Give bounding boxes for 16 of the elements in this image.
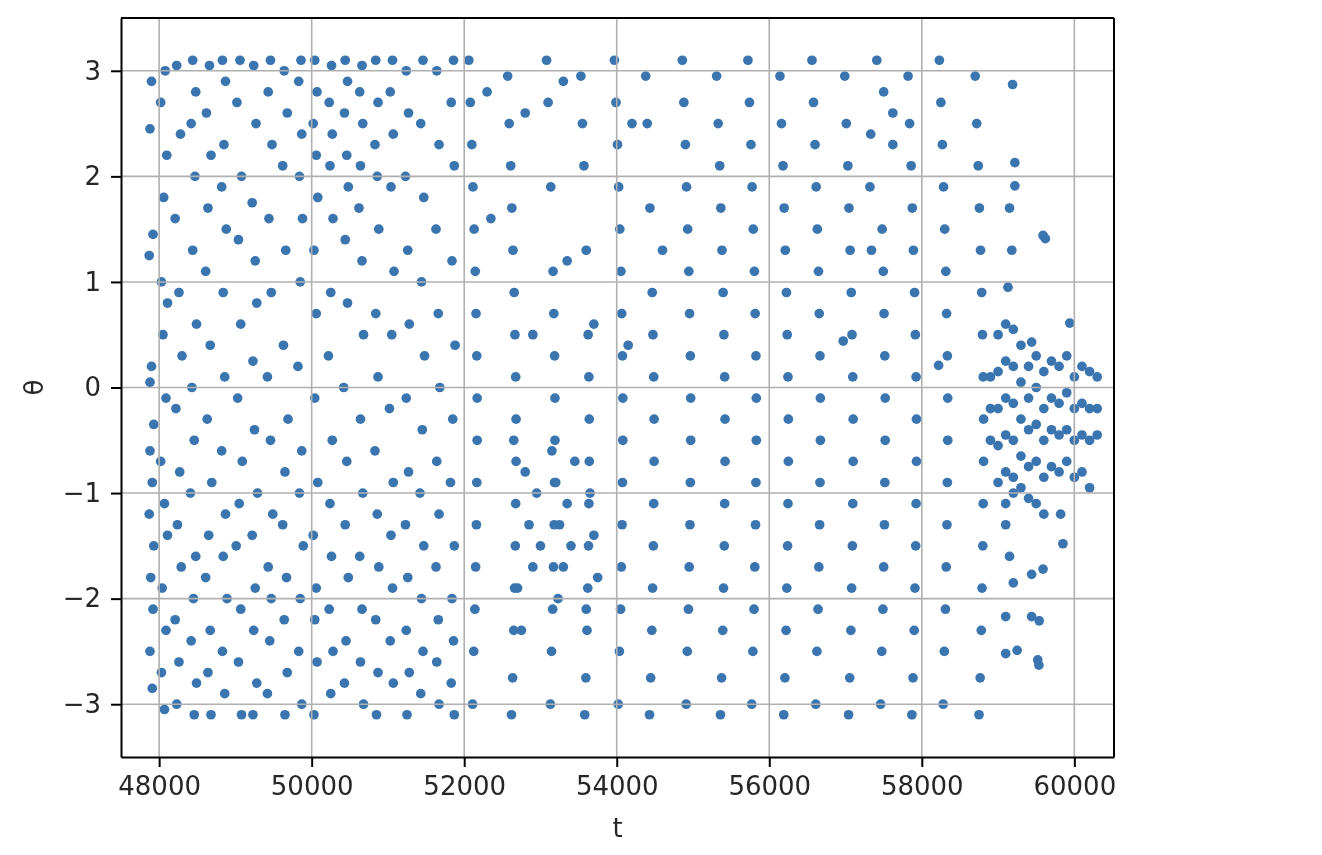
y-axis-title: θ <box>19 379 49 396</box>
y-tick-label: 3 <box>84 55 101 86</box>
y-tick-label: −2 <box>62 583 101 614</box>
x-axis-title: t <box>612 813 623 843</box>
x-tick-label: 52000 <box>423 771 507 802</box>
y-tick-label: 1 <box>84 266 101 297</box>
x-tick-label: 56000 <box>728 771 812 802</box>
y-tick-label: 0 <box>84 372 101 403</box>
x-tick-label: 48000 <box>118 771 201 802</box>
y-tick-label: −1 <box>62 477 101 508</box>
x-tick-label: 58000 <box>880 771 964 802</box>
y-tick-label: −3 <box>62 689 101 720</box>
x-tick-label: 50000 <box>270 771 354 802</box>
y-tick-label: 2 <box>84 161 101 192</box>
x-tick-label: 54000 <box>575 771 659 802</box>
x-tick-label: 60000 <box>1033 771 1117 802</box>
